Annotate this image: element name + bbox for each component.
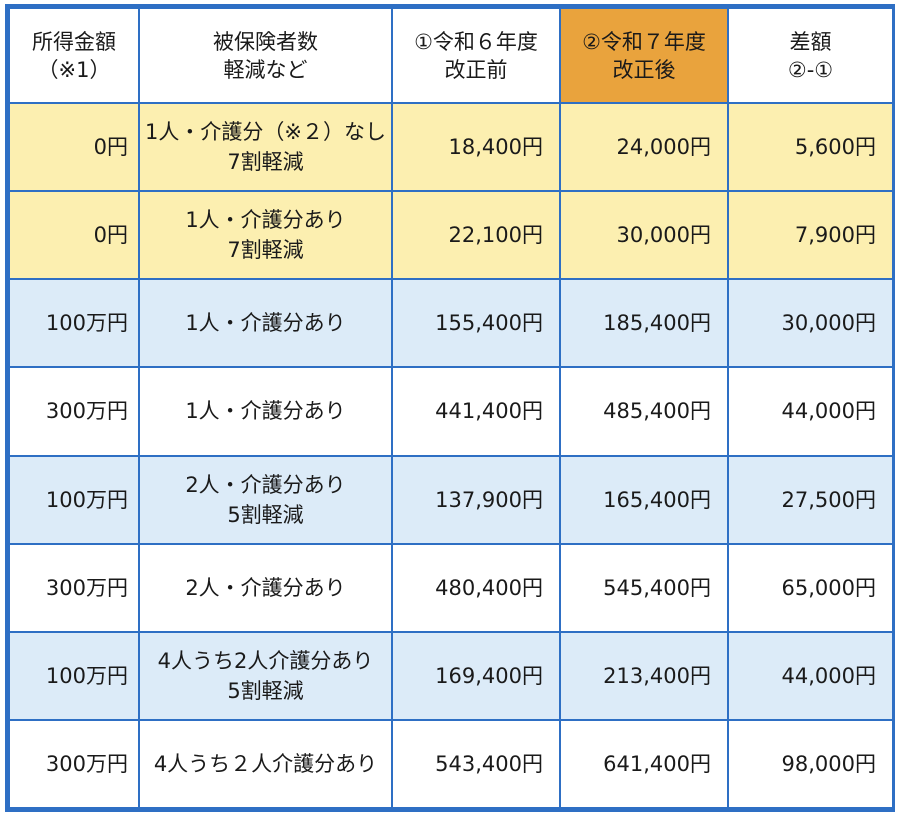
diff-cell: 30,000円 (727, 278, 894, 369)
income-cell: 100万円 (8, 278, 140, 369)
persons-cell: 1人・介護分あり (138, 278, 393, 369)
persons-cell: 1人・介護分あり 7割軽減 (138, 190, 393, 281)
before-cell: 169,400円 (391, 630, 561, 721)
table-row: 100万円 2人・介護分あり 5割軽減 137,900円 165,400円 27… (8, 454, 894, 545)
income-cell: 300万円 (8, 718, 140, 810)
table-row: 0円 1人・介護分（※２）なし 7割軽減 18,400円 24,000円 5,6… (8, 101, 894, 193)
header-row: 所得金額 （※1） 被保険者数 軽減など ①令和６年度 改正前 ②令和７年度 改… (8, 7, 894, 104)
before-cell: 543,400円 (391, 718, 561, 810)
premium-comparison-table: 所得金額 （※1） 被保険者数 軽減など ①令和６年度 改正前 ②令和７年度 改… (8, 7, 894, 810)
after-cell: 165,400円 (559, 454, 729, 545)
premium-comparison-table-frame: 所得金額 （※1） 被保険者数 軽減など ①令和６年度 改正前 ②令和７年度 改… (5, 4, 895, 812)
persons-cell: 4人うち２人介護分あり (138, 718, 393, 810)
diff-cell: 27,500円 (727, 454, 894, 545)
diff-cell: 98,000円 (727, 718, 894, 810)
after-cell: 185,400円 (559, 278, 729, 369)
persons-cell: 2人・介護分あり (138, 542, 393, 633)
income-cell: 0円 (8, 190, 140, 281)
table-row: 0円 1人・介護分あり 7割軽減 22,100円 30,000円 7,900円 (8, 190, 894, 281)
table-row: 100万円 4人うち2人介護分あり 5割軽減 169,400円 213,400円… (8, 630, 894, 721)
table-row: 300万円 1人・介護分あり 441,400円 485,400円 44,000円 (8, 366, 894, 457)
after-cell: 545,400円 (559, 542, 729, 633)
after-cell: 30,000円 (559, 190, 729, 281)
table-row: 300万円 4人うち２人介護分あり 543,400円 641,400円 98,0… (8, 718, 894, 810)
diff-cell: 44,000円 (727, 630, 894, 721)
header-income: 所得金額 （※1） (8, 7, 140, 104)
before-cell: 480,400円 (391, 542, 561, 633)
diff-cell: 7,900円 (727, 190, 894, 281)
before-cell: 18,400円 (391, 101, 561, 193)
income-cell: 100万円 (8, 630, 140, 721)
before-cell: 155,400円 (391, 278, 561, 369)
after-cell: 24,000円 (559, 101, 729, 193)
persons-cell: 2人・介護分あり 5割軽減 (138, 454, 393, 545)
after-cell: 641,400円 (559, 718, 729, 810)
income-cell: 100万円 (8, 454, 140, 545)
persons-cell: 1人・介護分（※２）なし 7割軽減 (138, 101, 393, 193)
persons-cell: 1人・介護分あり (138, 366, 393, 457)
after-cell: 213,400円 (559, 630, 729, 721)
diff-cell: 5,600円 (727, 101, 894, 193)
after-cell: 485,400円 (559, 366, 729, 457)
income-cell: 0円 (8, 101, 140, 193)
before-cell: 137,900円 (391, 454, 561, 545)
table-row: 100万円 1人・介護分あり 155,400円 185,400円 30,000円 (8, 278, 894, 369)
diff-cell: 65,000円 (727, 542, 894, 633)
header-after-revision: ②令和７年度 改正後 (559, 7, 729, 104)
before-cell: 22,100円 (391, 190, 561, 281)
header-before-revision: ①令和６年度 改正前 (391, 7, 561, 104)
before-cell: 441,400円 (391, 366, 561, 457)
income-cell: 300万円 (8, 366, 140, 457)
header-persons: 被保険者数 軽減など (138, 7, 393, 104)
table-row: 300万円 2人・介護分あり 480,400円 545,400円 65,000円 (8, 542, 894, 633)
persons-cell: 4人うち2人介護分あり 5割軽減 (138, 630, 393, 721)
header-difference: 差額 ②-① (727, 7, 894, 104)
income-cell: 300万円 (8, 542, 140, 633)
diff-cell: 44,000円 (727, 366, 894, 457)
